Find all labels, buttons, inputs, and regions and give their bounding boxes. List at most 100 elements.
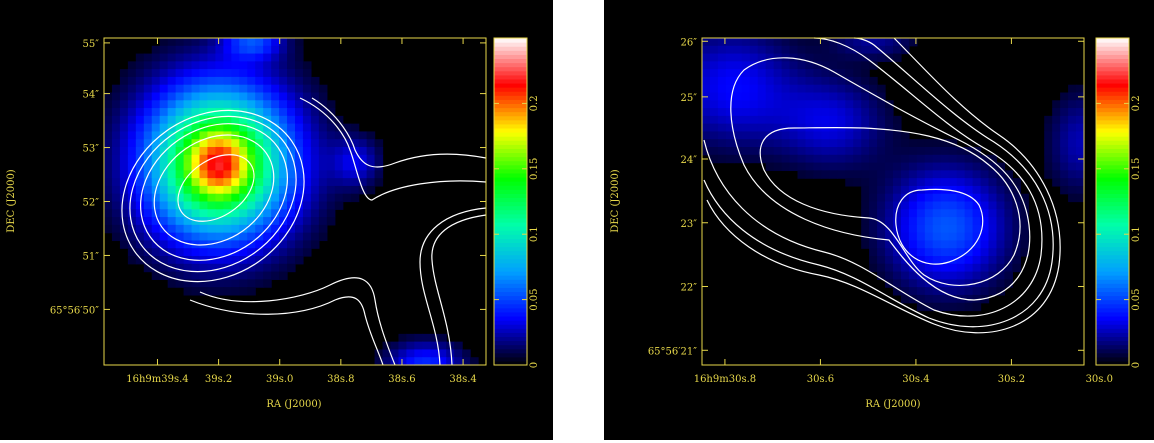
heatmap-cell <box>438 341 447 351</box>
heatmap-cell <box>255 248 264 257</box>
heatmap-cell <box>390 341 400 351</box>
heatmap-cell <box>725 61 735 70</box>
heatmap-cell <box>231 162 240 171</box>
heatmap-cell <box>773 69 783 78</box>
heatmap-cell <box>295 92 304 101</box>
heatmap-cell <box>215 287 224 296</box>
colorbar-segment <box>1096 266 1129 272</box>
heatmap-cell <box>183 76 193 86</box>
heatmap-cell <box>940 201 950 210</box>
heatmap-cell <box>167 279 177 288</box>
heatmap-cell <box>191 45 201 55</box>
heatmap-cell <box>765 76 775 86</box>
heatmap-cell <box>797 162 807 171</box>
heatmap-cell <box>900 224 910 234</box>
heatmap-cell <box>964 185 974 195</box>
heatmap-cell <box>805 53 815 62</box>
heatmap-cell <box>1076 131 1085 140</box>
heatmap-cell <box>845 92 854 101</box>
heatmap-cell <box>757 100 767 109</box>
heatmap-cell <box>255 84 264 94</box>
heatmap-cell <box>279 115 288 125</box>
heatmap-cell <box>223 193 232 203</box>
heatmap-cell <box>295 147 304 156</box>
heatmap-cell <box>263 61 272 70</box>
heatmap-cell <box>127 115 137 125</box>
heatmap-cell <box>263 256 272 265</box>
heatmap-cell <box>334 123 344 133</box>
heatmap-cell <box>980 279 990 288</box>
colorbar-segment <box>494 311 527 317</box>
heatmap-cell <box>988 232 998 242</box>
heatmap-cell <box>247 263 256 273</box>
heatmap-cell <box>318 170 328 179</box>
heatmap-cell <box>869 45 878 55</box>
heatmap-cell <box>151 263 161 273</box>
heatmap-cell <box>183 224 193 234</box>
heatmap-cell <box>207 115 217 125</box>
heatmap-cell <box>765 100 775 109</box>
heatmap-cell <box>287 263 296 273</box>
heatmap-cell <box>972 162 982 171</box>
heatmap-cell <box>279 248 288 257</box>
heatmap-cell <box>279 271 288 280</box>
colorbar-segment <box>1096 119 1129 125</box>
heatmap-cell <box>151 170 161 179</box>
heatmap-cell <box>988 240 998 249</box>
heatmap-cell <box>223 84 232 94</box>
heatmap-cell <box>191 162 201 171</box>
heatmap-cell <box>948 217 958 226</box>
heatmap-cell <box>271 123 280 133</box>
heatmap-cell <box>749 154 759 164</box>
heatmap-cell <box>119 209 129 218</box>
heatmap-cell <box>167 193 177 203</box>
heatmap-cell <box>988 178 998 187</box>
heatmap-cell <box>287 139 296 148</box>
heatmap-cell <box>207 84 217 94</box>
heatmap-cell <box>318 123 328 133</box>
heatmap-cell <box>199 279 209 288</box>
heatmap-cell <box>813 84 822 94</box>
heatmap-cell <box>837 100 846 109</box>
heatmap-cell <box>326 131 336 140</box>
heatmap-cell <box>231 287 240 296</box>
heatmap-cell <box>223 162 232 171</box>
heatmap-cell <box>119 162 129 171</box>
colorbar-segment <box>494 303 527 309</box>
heatmap-cell <box>837 154 846 164</box>
heatmap-cell <box>342 193 352 203</box>
heatmap-cell <box>1004 279 1013 288</box>
heatmap-cell <box>861 45 870 55</box>
colorbar-segment <box>1096 336 1129 342</box>
colorbar-segment <box>1096 221 1129 227</box>
heatmap-cell <box>1060 131 1069 140</box>
heatmap-cell <box>964 263 974 273</box>
heatmap-cell <box>996 240 1006 249</box>
heatmap-cell <box>215 108 224 117</box>
heatmap-cell <box>127 100 137 109</box>
y-tick-label: 22″ <box>681 283 698 294</box>
heatmap-cell <box>263 178 272 187</box>
heatmap-cell <box>175 271 185 280</box>
heatmap-cell <box>916 263 926 273</box>
heatmap-cell <box>231 115 240 125</box>
heatmap-cell <box>310 217 320 226</box>
heatmap-cell <box>350 131 360 140</box>
heatmap-cell <box>287 232 296 242</box>
heatmap-cell <box>1068 100 1077 109</box>
heatmap-cell <box>247 240 256 249</box>
colorbar-segment <box>494 258 527 264</box>
heatmap-cell <box>438 357 447 366</box>
heatmap-cell <box>813 69 822 78</box>
heatmap-cell <box>821 131 830 140</box>
heatmap-cell <box>741 38 751 47</box>
heatmap-cell <box>239 76 248 86</box>
heatmap-cell <box>159 201 169 210</box>
heatmap-cell <box>749 92 759 101</box>
heatmap-cell <box>725 69 735 78</box>
heatmap-cell <box>924 154 934 164</box>
heatmap-cell <box>789 108 799 117</box>
heatmap-cell <box>1060 92 1069 101</box>
heatmap-cell <box>239 154 248 164</box>
heatmap-cell <box>948 287 958 296</box>
